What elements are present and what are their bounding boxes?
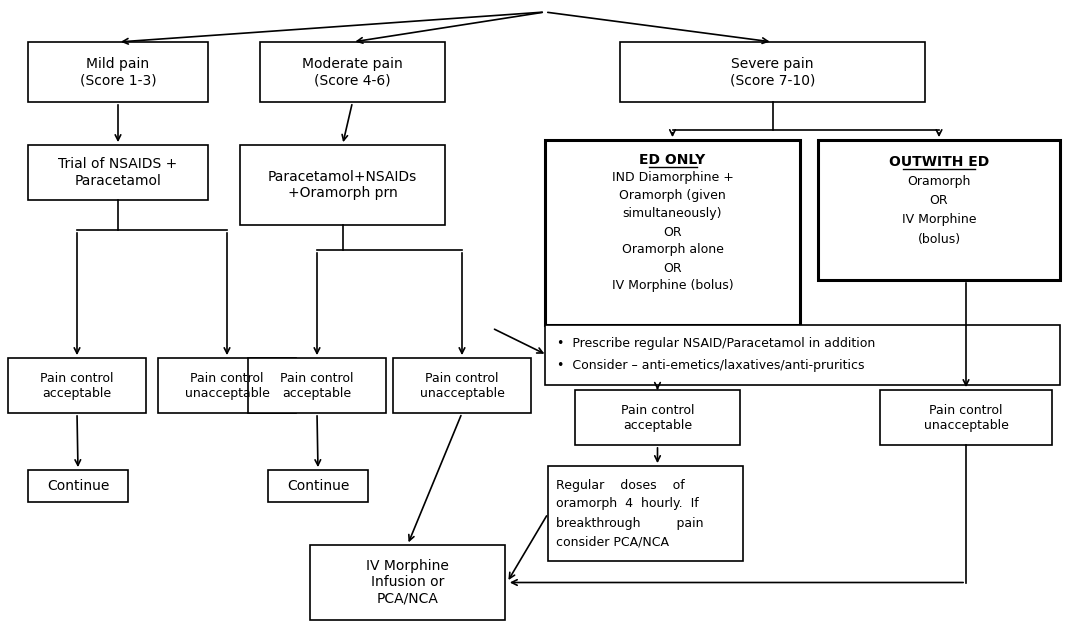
- Bar: [545, 325, 1059, 385]
- Text: OUTWITH ED: OUTWITH ED: [888, 155, 989, 169]
- Text: (bolus): (bolus): [918, 232, 960, 246]
- Text: Continue: Continue: [287, 479, 349, 493]
- Bar: [249, 358, 386, 413]
- Text: OR: OR: [663, 262, 682, 274]
- Bar: [548, 466, 743, 561]
- Text: IND Diamorphine +: IND Diamorphine +: [611, 171, 734, 185]
- Bar: [28, 145, 208, 200]
- Text: •  Consider – anti-emetics/laxatives/anti-pruritics: • Consider – anti-emetics/laxatives/anti…: [557, 359, 864, 373]
- Bar: [818, 140, 1059, 280]
- Text: oramorph  4  hourly.  If: oramorph 4 hourly. If: [556, 497, 699, 511]
- Text: Pain control
unacceptable: Pain control unacceptable: [923, 403, 1008, 432]
- Text: Continue: Continue: [47, 479, 109, 493]
- Text: Oramorph (given: Oramorph (given: [619, 189, 726, 203]
- Bar: [310, 545, 505, 620]
- Text: Oramorph alone: Oramorph alone: [621, 243, 724, 257]
- Bar: [576, 390, 740, 445]
- Text: Trial of NSAIDS +
Paracetamol: Trial of NSAIDS + Paracetamol: [59, 157, 178, 187]
- Text: Paracetamol+NSAIDs
+Oramorph prn: Paracetamol+NSAIDs +Oramorph prn: [268, 170, 417, 200]
- Bar: [261, 42, 445, 102]
- Text: OR: OR: [663, 225, 682, 239]
- Text: Regular    doses    of: Regular doses of: [556, 479, 685, 491]
- Text: Pain control
unacceptable: Pain control unacceptable: [184, 371, 269, 399]
- Text: Severe pain
(Score 7-10): Severe pain (Score 7-10): [730, 57, 815, 87]
- Bar: [620, 42, 925, 102]
- Text: IV Morphine (bolus): IV Morphine (bolus): [611, 279, 734, 293]
- Text: Pain control
acceptable: Pain control acceptable: [280, 371, 354, 399]
- Text: IV Morphine: IV Morphine: [901, 213, 977, 227]
- Bar: [268, 470, 368, 502]
- Text: Oramorph: Oramorph: [907, 175, 971, 189]
- Text: OR: OR: [930, 194, 948, 208]
- Text: Moderate pain
(Score 4-6): Moderate pain (Score 4-6): [302, 57, 403, 87]
- Bar: [28, 470, 128, 502]
- Bar: [393, 358, 531, 413]
- Text: ED ONLY: ED ONLY: [640, 153, 705, 167]
- Text: •  Prescribe regular NSAID/Paracetamol in addition: • Prescribe regular NSAID/Paracetamol in…: [557, 337, 875, 349]
- Bar: [28, 42, 208, 102]
- Bar: [8, 358, 146, 413]
- Text: Mild pain
(Score 1-3): Mild pain (Score 1-3): [80, 57, 156, 87]
- Text: consider PCA/NCA: consider PCA/NCA: [556, 535, 669, 549]
- Text: simultaneously): simultaneously): [622, 208, 723, 220]
- Bar: [158, 358, 296, 413]
- Text: IV Morphine
Infusion or
PCA/NCA: IV Morphine Infusion or PCA/NCA: [366, 559, 449, 606]
- Bar: [240, 145, 445, 225]
- Text: Pain control
acceptable: Pain control acceptable: [40, 371, 113, 399]
- Bar: [545, 140, 800, 325]
- Bar: [880, 390, 1052, 445]
- Text: breakthrough         pain: breakthrough pain: [556, 516, 703, 530]
- Text: Pain control
unacceptable: Pain control unacceptable: [420, 371, 505, 399]
- Text: Pain control
acceptable: Pain control acceptable: [620, 403, 694, 432]
